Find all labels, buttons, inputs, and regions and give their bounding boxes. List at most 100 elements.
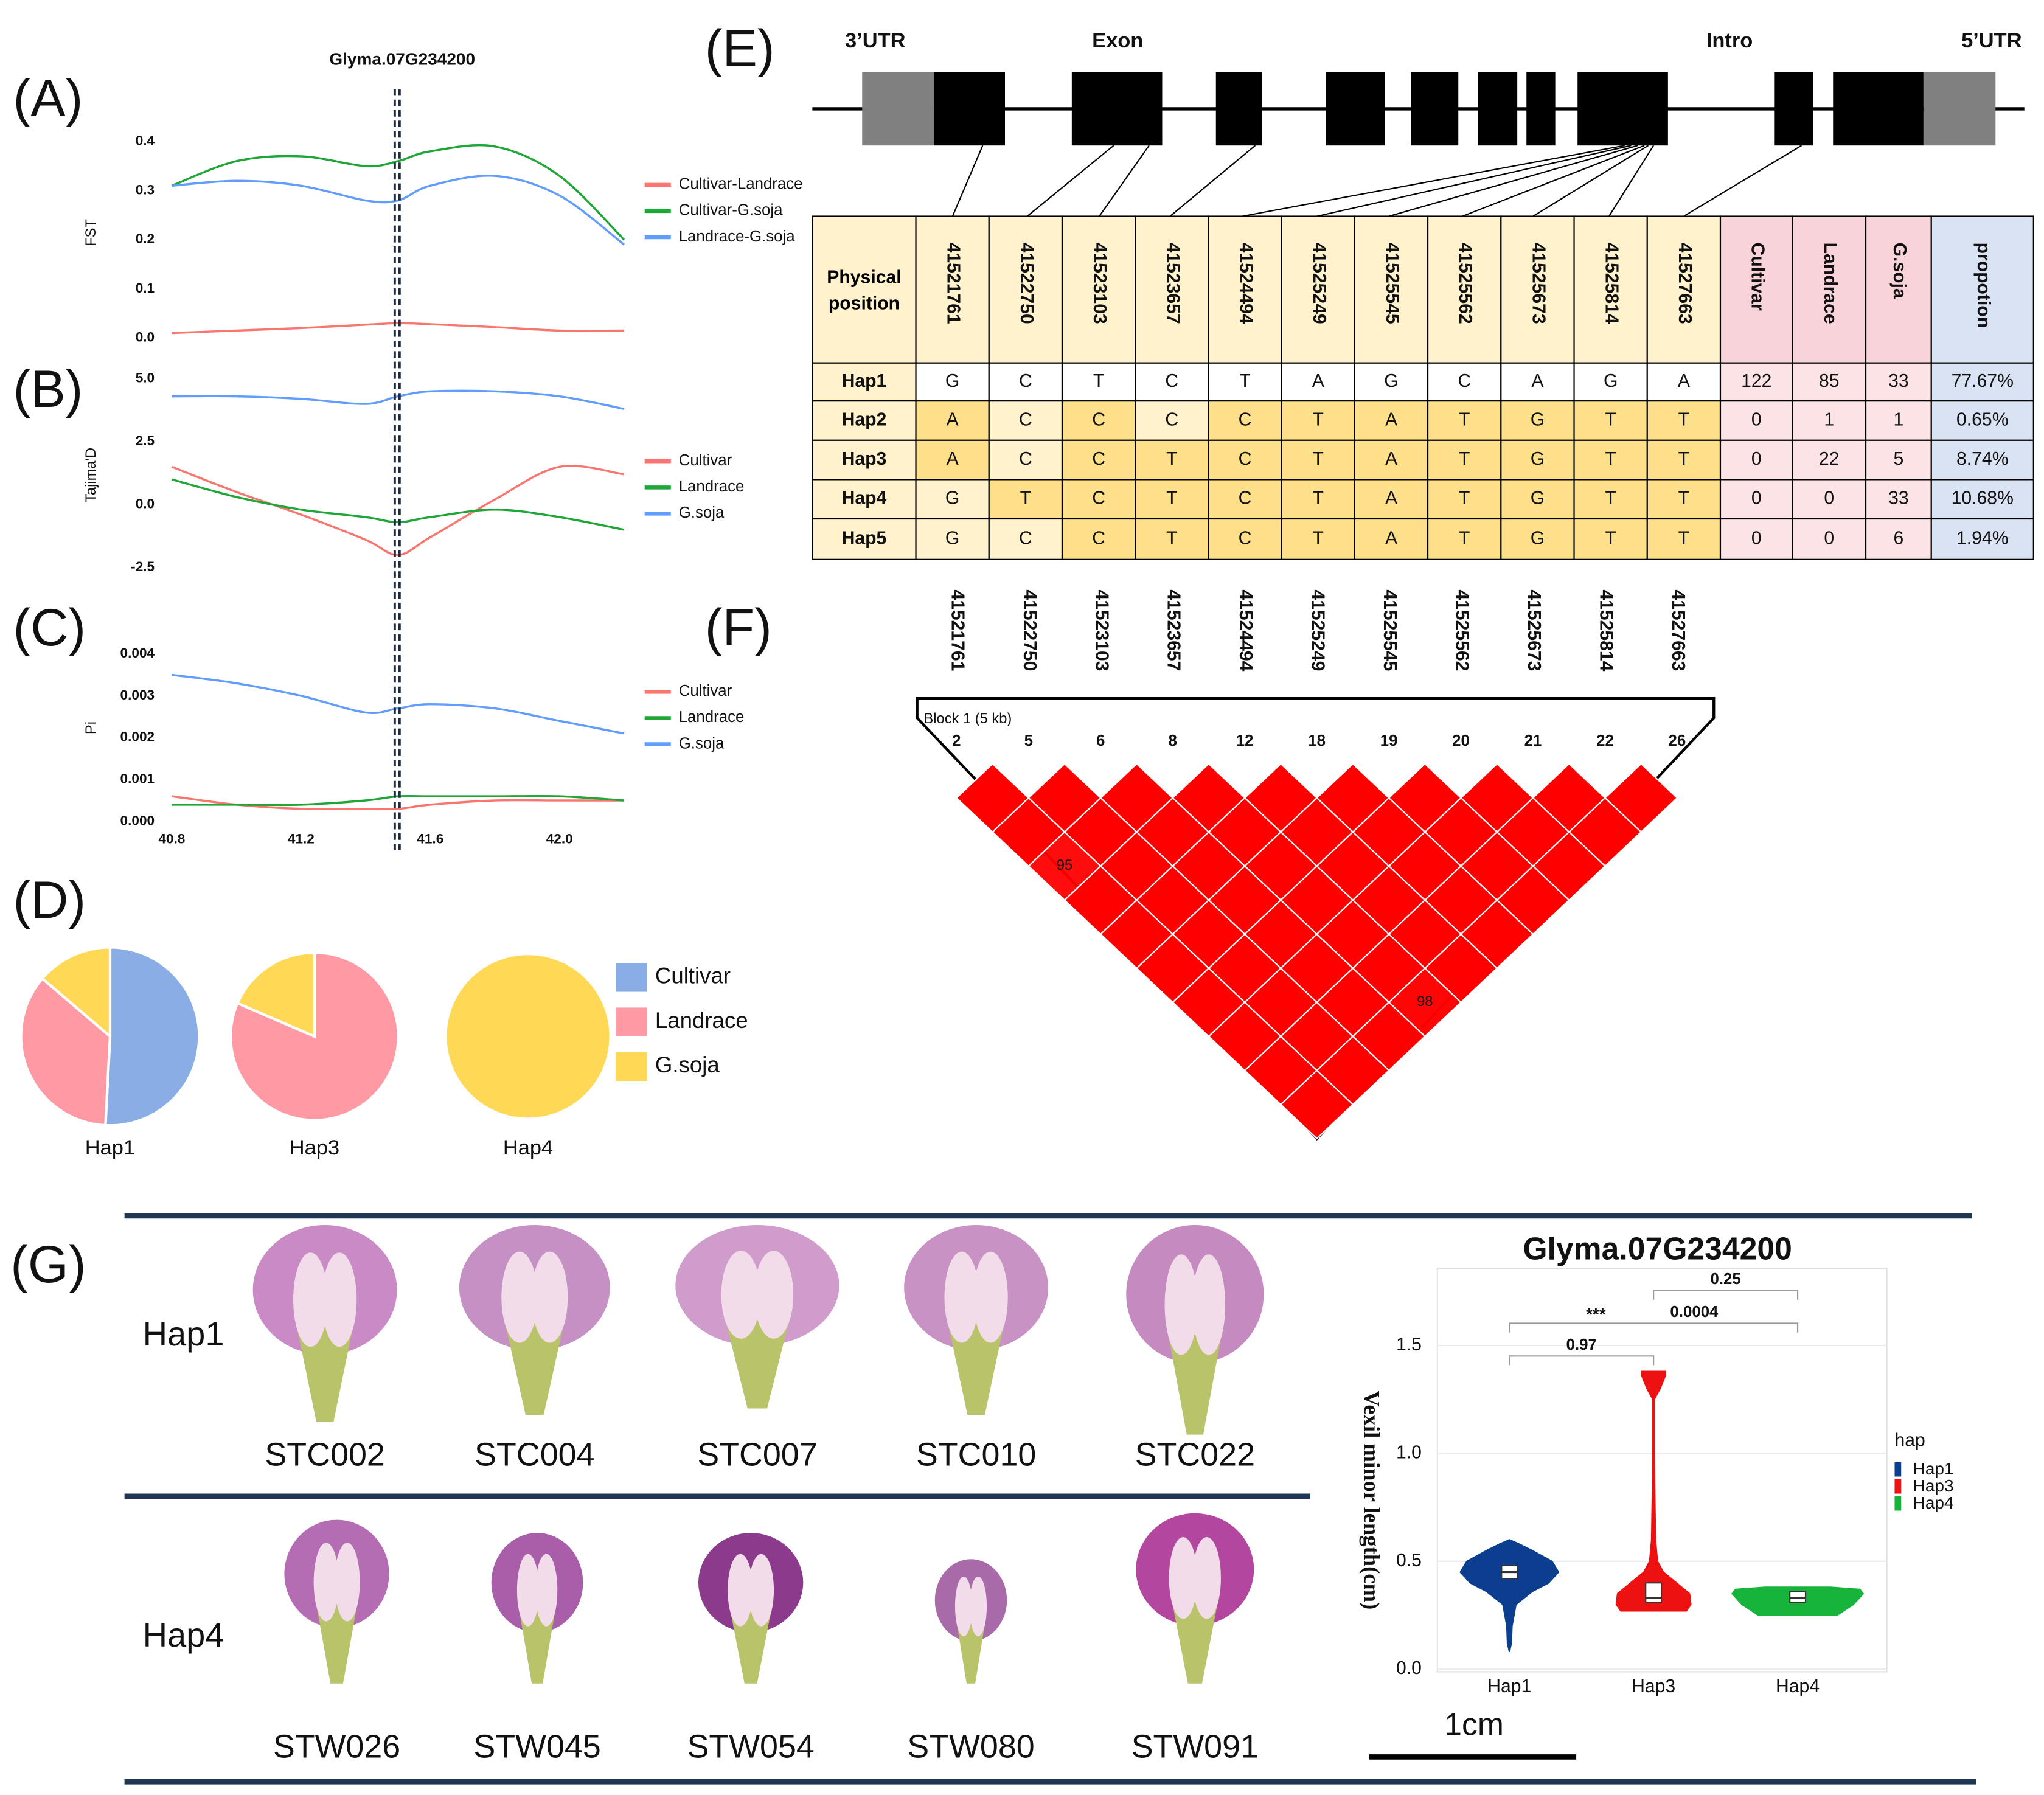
violin <box>1615 1370 1692 1612</box>
table-cell-text: A <box>1385 449 1398 469</box>
calyx <box>729 1608 772 1684</box>
table-cell-text: T <box>1459 488 1470 509</box>
line-series <box>171 144 625 241</box>
panel-label: (E) <box>705 19 775 78</box>
table-cell <box>1427 362 1502 402</box>
table-cell-text: 0 <box>1751 488 1762 509</box>
ld-cell-label: 95 <box>1057 858 1072 873</box>
marker-id-label: 18 <box>1308 732 1326 749</box>
pie-label: Hap3 <box>290 1136 339 1159</box>
table-header-text: 41525814 <box>1602 243 1622 324</box>
table-cell <box>812 518 917 560</box>
y-tick-label: 5.0 <box>136 370 155 386</box>
connector <box>1683 145 1802 217</box>
pie-slice <box>444 952 612 1120</box>
x-tick-label: Hap4 <box>1776 1676 1820 1696</box>
inner-petal <box>954 1576 973 1637</box>
table-header-cell <box>1792 215 1867 364</box>
flower-photo <box>1136 1513 1254 1684</box>
legend-label: Cultivar <box>679 682 732 700</box>
y-tick-label: 0.0 <box>136 330 155 345</box>
exon-box <box>1774 72 1813 146</box>
marker-position-label: 41525249 <box>1308 589 1328 671</box>
inner-petal <box>1192 1254 1226 1355</box>
table-header-text: 41521761 <box>944 243 964 324</box>
chart-title: Glyma.07G234200 <box>1523 1231 1792 1266</box>
calyx <box>504 1320 565 1415</box>
marker-position-label: 41527663 <box>1668 589 1688 671</box>
table-cell-text: C <box>1092 409 1105 429</box>
comparison-bracket <box>1509 1322 1799 1333</box>
marker-position-label: 41525673 <box>1524 589 1544 671</box>
table-header-cell <box>1500 215 1575 364</box>
table-header-cell <box>915 215 990 364</box>
table-cell <box>1792 400 1867 441</box>
row-label: Hap1 <box>143 1314 224 1353</box>
table-cell-text: Hap4 <box>842 488 887 509</box>
table-cell <box>1208 479 1282 520</box>
table-cell <box>1646 439 1722 481</box>
table-cell-text: A <box>1678 371 1691 391</box>
ld-cell <box>1279 1069 1354 1140</box>
line-series <box>172 673 625 735</box>
flower-photo <box>284 1519 389 1684</box>
table-cell-text: G <box>1531 528 1545 548</box>
y-tick-label: 0.0 <box>1396 1658 1422 1678</box>
table-cell <box>1573 479 1648 520</box>
table-header-cell <box>988 215 1063 364</box>
table-cell <box>1646 518 1722 560</box>
x-tick-label: Hap3 <box>1632 1676 1675 1696</box>
table-cell-text: T <box>1605 409 1616 429</box>
connector <box>951 145 984 217</box>
table-cell-text: C <box>1092 449 1105 469</box>
box <box>1645 1582 1663 1603</box>
table-header-text: 41524494 <box>1236 243 1256 324</box>
table-cell <box>1573 400 1648 441</box>
inner-petal <box>501 1251 538 1343</box>
table-header-cell <box>1061 215 1136 364</box>
table-cell-text: C <box>1239 528 1252 548</box>
table-cell-text: 0 <box>1751 449 1762 469</box>
inner-petal <box>1192 1537 1221 1619</box>
inner-petal <box>728 1554 753 1627</box>
panel-label: (G) <box>10 1235 86 1294</box>
table-header-cell <box>1135 215 1209 364</box>
table-cell-text: C <box>1239 409 1252 429</box>
table-cell <box>1354 518 1429 560</box>
legend-label: Hap4 <box>1913 1493 1954 1512</box>
flower-photo <box>904 1224 1049 1415</box>
table-cell <box>1865 400 1932 441</box>
panel-label: (D) <box>13 871 86 929</box>
table-cell-text: 0 <box>1824 528 1834 548</box>
table-cell <box>1281 518 1355 560</box>
table-cell-text: G <box>1531 409 1545 429</box>
table-cell-text: T <box>1166 449 1177 469</box>
table-cell-text: A <box>1531 371 1544 391</box>
calyx <box>1171 1598 1219 1684</box>
x-tick-label: 41.6 <box>417 832 443 847</box>
table-cell <box>1930 439 2034 481</box>
y-tick-label: 0.4 <box>136 133 155 148</box>
table-cell-text: T <box>1313 409 1324 429</box>
table-cell-text: T <box>1093 371 1104 391</box>
table-cell-text: 0 <box>1751 409 1762 429</box>
inner-petal <box>313 1543 339 1622</box>
table-header-text: 41525673 <box>1528 243 1548 324</box>
marker-position-label: 41523103 <box>1091 589 1111 671</box>
legend-swatch <box>616 963 647 992</box>
inner-petal <box>944 1251 979 1343</box>
p-value-label: 0.97 <box>1566 1336 1597 1353</box>
table-cell-text: 6 <box>1894 528 1904 548</box>
table-cell-text: T <box>1459 528 1470 548</box>
table-cell <box>1208 400 1282 441</box>
table-cell-text: G <box>1604 371 1618 391</box>
table-cell <box>915 518 990 560</box>
exon-box <box>934 72 1005 146</box>
table-cell <box>1061 439 1136 481</box>
sample-label: STC007 <box>697 1436 817 1473</box>
pie-label: Hap1 <box>85 1136 135 1159</box>
utr-box <box>862 72 934 146</box>
inner-petal <box>335 1543 360 1622</box>
marker-position-label: 41523657 <box>1164 589 1184 671</box>
